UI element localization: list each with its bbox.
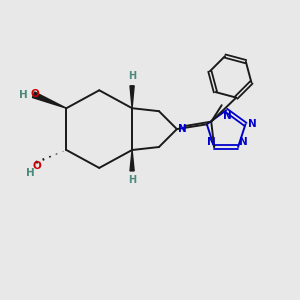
Text: N: N xyxy=(178,124,187,134)
Text: N: N xyxy=(207,136,216,147)
Text: H: H xyxy=(26,168,34,178)
Text: N: N xyxy=(248,119,256,129)
Polygon shape xyxy=(130,86,134,108)
Text: N: N xyxy=(223,111,232,121)
Text: H: H xyxy=(128,176,136,185)
Polygon shape xyxy=(32,92,66,108)
Text: H: H xyxy=(128,71,136,81)
Text: O: O xyxy=(31,89,39,99)
Polygon shape xyxy=(130,150,134,171)
Text: N: N xyxy=(239,136,248,147)
Text: O: O xyxy=(33,161,41,171)
Text: H: H xyxy=(19,90,28,100)
